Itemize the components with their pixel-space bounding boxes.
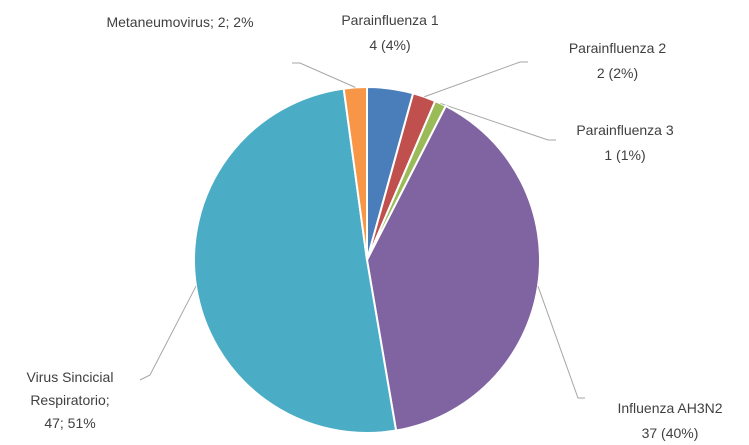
category-label: Virus Sincicial Respiratorio; bbox=[26, 369, 114, 408]
category-label: Parainfluenza 1 bbox=[341, 12, 439, 28]
data-label: Parainfluenza 3 1 (1%) bbox=[565, 118, 685, 168]
value-label: 37 (40%) bbox=[641, 425, 699, 441]
leader-line bbox=[440, 102, 556, 141]
pie-slice bbox=[342, 85, 368, 261]
leader-line bbox=[292, 62, 356, 88]
data-label: Parainfluenza 2 2 (2%) bbox=[555, 36, 680, 86]
value-label: 2; 2% bbox=[217, 14, 254, 30]
leader-line bbox=[139, 285, 197, 381]
data-label: Parainfluenza 1 4 (4%) bbox=[330, 8, 450, 58]
category-label: Influenza AH3N2 bbox=[617, 400, 723, 416]
category-label: Parainfluenza 2 bbox=[568, 40, 667, 56]
value-label: 1 (1%) bbox=[604, 147, 646, 163]
pie-slice bbox=[192, 87, 398, 434]
category-label: Metaneumovirus; bbox=[106, 14, 214, 30]
category-label: Parainfluenza 3 bbox=[576, 122, 674, 138]
data-label: Virus Sincicial Respiratorio; 47; 51% bbox=[5, 366, 135, 435]
value-label: 4 (4%) bbox=[369, 37, 411, 53]
data-label: Influenza AH3N2 37 (40%) bbox=[595, 396, 745, 445]
value-label: 2 (2%) bbox=[596, 65, 639, 81]
leader-line bbox=[424, 61, 528, 98]
leader-line bbox=[537, 286, 585, 399]
data-label: Metaneumovirus; 2; 2% bbox=[70, 10, 290, 35]
value-label: 47; 51% bbox=[44, 415, 96, 431]
